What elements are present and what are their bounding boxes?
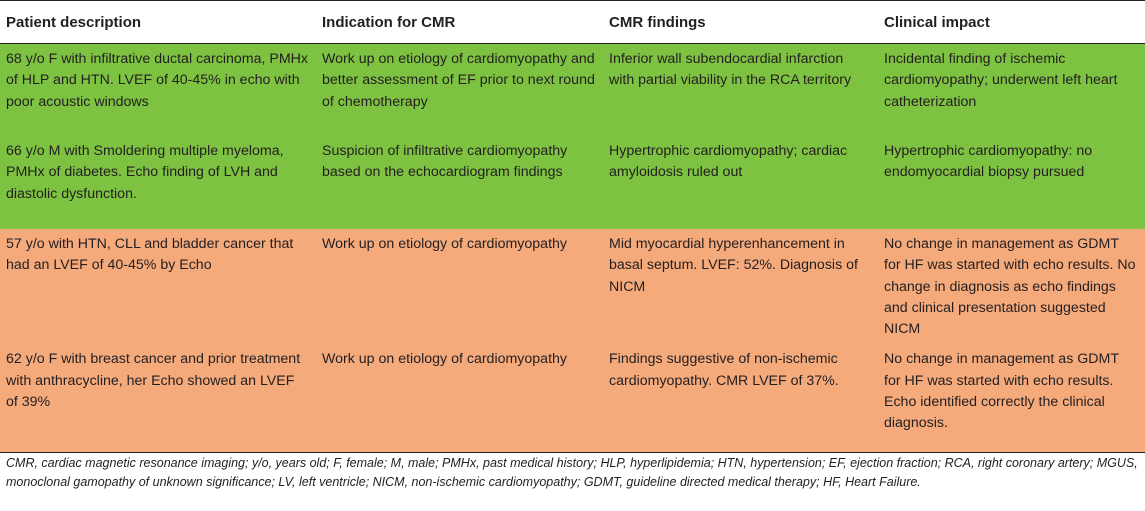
cell-clinical-impact: No change in management as GDMT for HF w… bbox=[878, 344, 1145, 454]
header-cmr-findings: CMR findings bbox=[603, 0, 878, 44]
header-clinical-impact: Clinical impact bbox=[878, 0, 1145, 44]
cell-clinical-impact: Incidental finding of ischemic cardiomyo… bbox=[884, 51, 1118, 110]
cell-indication: Work up on etiology of cardiomyopathy an… bbox=[322, 51, 595, 110]
cell-clinical-impact: No change in management as GDMT for HF w… bbox=[884, 236, 1136, 338]
cell-cmr-findings: Hypertrophic cardiomyopathy; cardiac amy… bbox=[609, 143, 848, 181]
cell-indication: Work up on etiology of cardiomyopathy bbox=[322, 236, 567, 252]
cmr-case-table: Patient description Indication for CMR C… bbox=[0, 0, 1145, 454]
table-row: 62 y/o F with breast cancer and prior tr… bbox=[0, 344, 1145, 454]
cell-patient-description: 62 y/o F with breast cancer and prior tr… bbox=[0, 344, 316, 454]
table-header-row: Patient description Indication for CMR C… bbox=[0, 0, 1145, 44]
cell-patient-description: 57 y/o with HTN, CLL and bladder cancer … bbox=[6, 236, 294, 274]
table-row: 57 y/o with HTN, CLL and bladder cancer … bbox=[0, 229, 1145, 345]
table-row: 66 y/o M with Smoldering multiple myelom… bbox=[0, 136, 1145, 229]
cell-cmr-findings: Inferior wall subendocardial infarction … bbox=[609, 51, 852, 89]
cell-indication: Work up on etiology of cardiomyopathy bbox=[316, 344, 603, 454]
header-patient-description: Patient description bbox=[0, 0, 316, 44]
cell-patient-description: 66 y/o M with Smoldering multiple myelom… bbox=[6, 143, 284, 202]
cell-cmr-findings: Mid myocardial hyperenhancement in basal… bbox=[609, 236, 858, 295]
header-indication-for-cmr: Indication for CMR bbox=[316, 0, 603, 44]
cell-cmr-findings: Findings suggestive of non-ischemic card… bbox=[603, 344, 878, 454]
cell-indication: Suspicion of infiltrative cardiomyopathy… bbox=[322, 143, 568, 181]
table-footnote: CMR, cardiac magnetic resonance imaging;… bbox=[6, 456, 1138, 489]
table-row: 68 y/o F with infiltrative ductal carcin… bbox=[0, 43, 1145, 136]
cell-clinical-impact: Hypertrophic cardiomyopathy: no endomyoc… bbox=[884, 143, 1093, 181]
cell-patient-description: 68 y/o F with infiltrative ductal carcin… bbox=[6, 51, 308, 110]
